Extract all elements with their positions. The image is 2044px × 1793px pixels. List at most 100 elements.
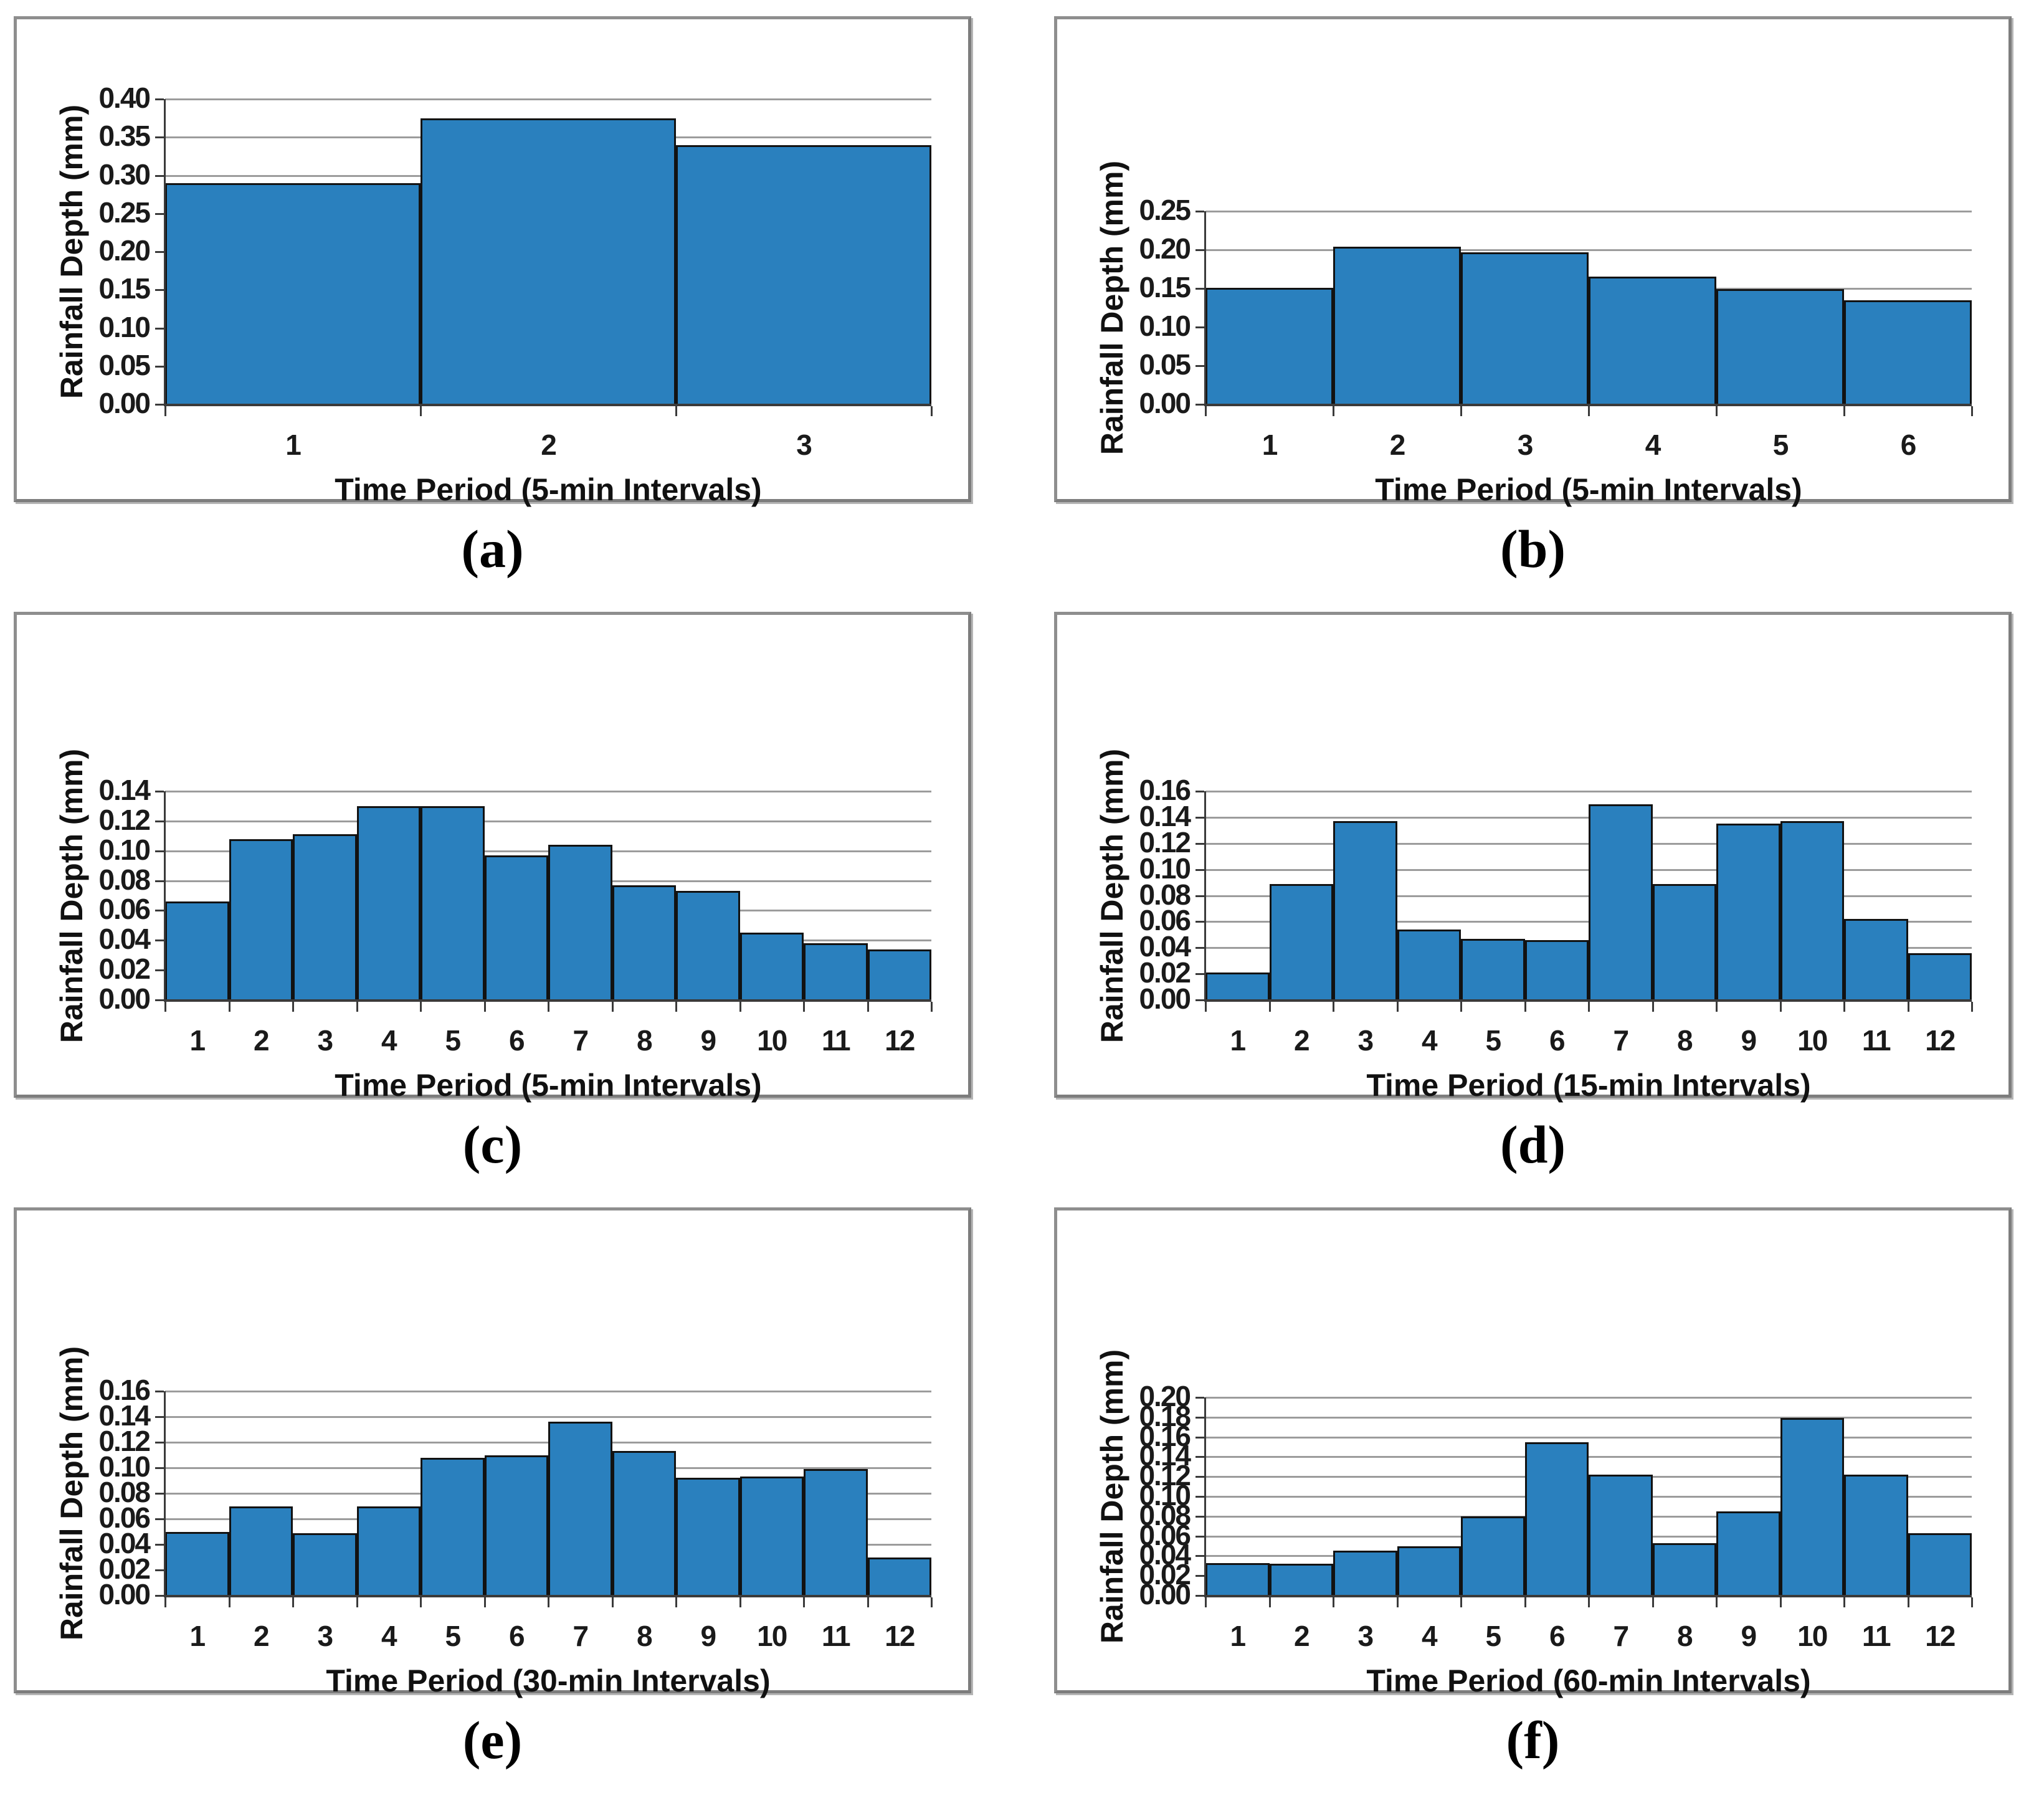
x-tick-label: 3: [317, 1024, 333, 1057]
x-axis-tick: [1779, 1002, 1782, 1012]
y-axis-tick: [155, 98, 164, 100]
x-tick-label: 6: [1900, 429, 1917, 461]
y-tick-label: 0.04: [98, 1527, 151, 1559]
x-axis-tick: [1716, 1002, 1718, 1012]
y-axis-tick: [155, 1569, 164, 1571]
x-tick-label: 1: [285, 429, 302, 461]
y-tick-label: 0.04: [1139, 1538, 1191, 1571]
x-tick-label: 11: [1861, 1620, 1891, 1652]
x-axis-tick: [931, 1597, 933, 1607]
bar: [676, 145, 931, 404]
y-tick-label: 0.30: [98, 158, 151, 191]
figure-cell-f: 0.00 0.02 0.04 0.06 0.08 0.10 0.12 0.14 0.16 0.18…: [1054, 1191, 2012, 1787]
y-tick-label: 0.25: [1139, 194, 1191, 226]
x-axis-tick: [1588, 1002, 1590, 1012]
y-axis-tick: [1196, 1515, 1204, 1518]
y-axis-tick: [1196, 1476, 1204, 1478]
y-tick-label: 0.04: [1139, 930, 1191, 963]
x-tick-label: 12: [1925, 1620, 1956, 1652]
bar: [1269, 1564, 1333, 1596]
y-tick-label: 0.14: [98, 774, 151, 806]
x-axis-tick: [1843, 1002, 1845, 1012]
y-gridline: [165, 791, 931, 792]
x-tick-label: 1: [189, 1620, 206, 1652]
y-axis-tick: [155, 910, 164, 912]
y-tick-label: 0.16: [1139, 774, 1191, 806]
y-axis-tick: [155, 999, 164, 1001]
y-tick-label: 0.16: [1139, 1419, 1191, 1452]
x-tick-label: 2: [253, 1620, 270, 1652]
y-axis-line: [1204, 211, 1206, 406]
y-axis-tick: [1196, 816, 1204, 819]
y-axis-tick: [155, 820, 164, 822]
y-axis-tick: [1196, 326, 1204, 328]
y-axis-title: Rainfall Depth (mm): [54, 748, 89, 1043]
x-axis-tick: [1971, 406, 1973, 416]
y-axis-tick: [155, 1467, 164, 1469]
x-tick-label: 8: [636, 1024, 653, 1057]
x-tick-label: 8: [1676, 1024, 1693, 1057]
bar: [1908, 1533, 1972, 1596]
x-axis-tick: [1205, 406, 1207, 416]
x-tick-label: 1: [1262, 429, 1278, 461]
y-tick-label: 0.40: [98, 82, 151, 114]
x-axis-tick: [1907, 1002, 1909, 1012]
chart-panel-a: 0.00 0.05 0.10 0.15 0.20 0.25 0.30 0.35 0.40 1 2 3 T…: [14, 16, 971, 507]
x-tick-label: 1: [1230, 1620, 1246, 1652]
y-axis-tick: [1196, 791, 1204, 792]
x-tick-label: 9: [1741, 1024, 1757, 1057]
y-gridline: [165, 1416, 931, 1418]
bar: [1844, 1475, 1908, 1596]
chart-panel-e: 0.00 0.02 0.04 0.06 0.08 0.10 0.12 0.14 0.16 1 2 3 4…: [14, 1207, 971, 1698]
x-tick-label: 11: [821, 1620, 851, 1652]
y-tick-label: 0.02: [98, 1553, 151, 1585]
y-tick-label: 0.10: [1139, 852, 1191, 885]
y-tick-label: 0.06: [1139, 904, 1191, 937]
x-axis-tick: [164, 1002, 166, 1012]
y-tick-label: 0.12: [98, 1425, 151, 1457]
x-tick-label: 2: [1293, 1620, 1310, 1652]
x-tick-label: 9: [1741, 1620, 1757, 1652]
figure-row-1: 0.00 0.05 0.10 0.15 0.20 0.25 0.30 0.35 0.40 1 2 3 T…: [0, 0, 2044, 596]
x-axis-tick: [1333, 1597, 1334, 1607]
bar: [1908, 953, 1972, 1000]
y-axis-tick: [155, 969, 164, 972]
y-tick-label: 0.10: [98, 833, 151, 866]
x-axis-tick: [548, 1002, 549, 1012]
y-axis-tick: [1196, 973, 1204, 976]
x-axis-tick: [1396, 1597, 1399, 1607]
x-tick-label: 6: [1549, 1620, 1566, 1652]
bar: [484, 855, 548, 1000]
bar: [1524, 1442, 1589, 1596]
bar: [1589, 277, 1716, 404]
y-tick-label: 0.10: [98, 1450, 151, 1483]
x-tick-label: 4: [1421, 1024, 1438, 1057]
x-tick-label: 12: [885, 1620, 915, 1652]
y-gridline: [165, 1391, 931, 1392]
y-axis-tick: [155, 1518, 164, 1520]
x-axis-tick: [611, 1002, 614, 1012]
y-tick-label: 0.35: [98, 120, 151, 153]
y-axis-tick: [155, 136, 164, 139]
y-axis-tick: [1196, 1436, 1204, 1439]
bar: [1716, 824, 1780, 1000]
y-tick-label: 0.08: [98, 1476, 151, 1508]
x-axis-tick: [1205, 1597, 1207, 1607]
y-axis-title: Rainfall Depth (mm): [1095, 1349, 1129, 1644]
y-axis-title: Rainfall Depth (mm): [1095, 160, 1129, 455]
y-tick-label: 0.04: [98, 923, 151, 956]
x-axis-tick: [675, 1597, 677, 1607]
x-axis-title: Time Period (30-min Intervals): [326, 1663, 771, 1698]
x-axis-tick: [1971, 1597, 1973, 1607]
x-axis-tick: [1205, 1002, 1207, 1012]
bar: [1524, 939, 1589, 1000]
bar: [1205, 287, 1333, 404]
x-axis-title: Time Period (15-min Intervals): [1366, 1068, 1811, 1103]
bar: [612, 1451, 676, 1596]
bar: [1652, 883, 1716, 1000]
x-axis-tick: [483, 1002, 486, 1012]
x-axis-tick: [739, 1002, 741, 1012]
x-axis-title: Time Period (5-min Intervals): [335, 1068, 762, 1103]
x-tick-label: 9: [700, 1024, 716, 1057]
